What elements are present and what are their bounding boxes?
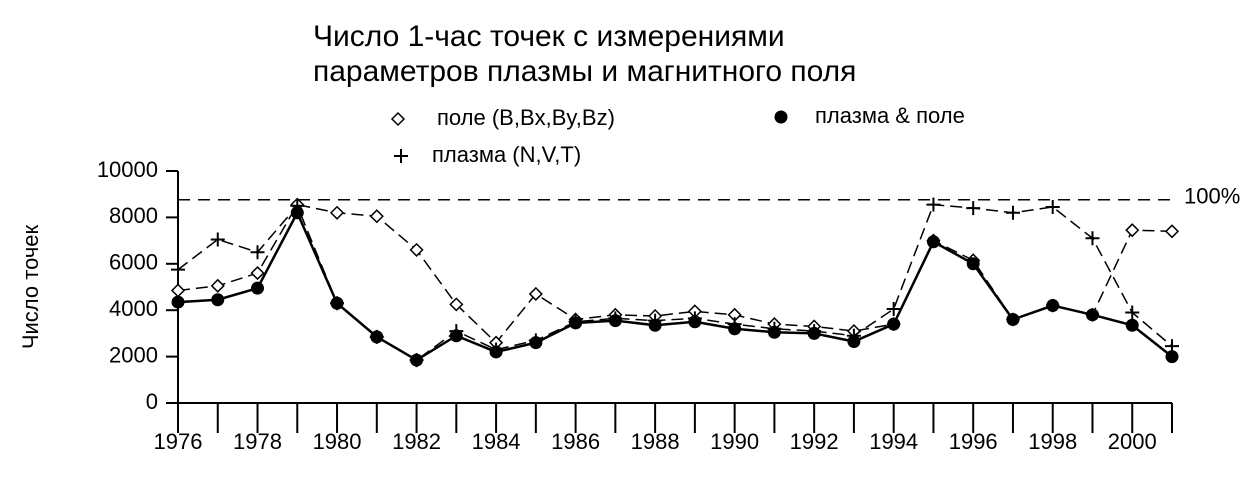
point — [330, 296, 344, 310]
x-tick-label: 2000 — [1108, 429, 1157, 454]
point — [409, 242, 424, 257]
point — [648, 318, 662, 332]
point — [449, 297, 464, 312]
point — [1006, 312, 1020, 326]
y-tick-label: 10000 — [97, 157, 158, 182]
point — [1085, 231, 1100, 246]
y-axis-label: Число точек — [18, 224, 43, 349]
point — [886, 302, 901, 317]
point — [410, 353, 424, 367]
point — [1164, 224, 1180, 239]
point — [370, 330, 384, 344]
point — [449, 329, 463, 343]
y-tick-label: 8000 — [109, 203, 158, 228]
chart-title: Число 1-час точек с измерениями — [313, 20, 785, 53]
x-tick-label: 1984 — [472, 429, 521, 454]
point — [966, 257, 980, 271]
point — [767, 325, 781, 339]
y-tick-label: 2000 — [109, 342, 158, 367]
point — [290, 206, 304, 220]
point — [807, 326, 821, 340]
point — [1046, 299, 1060, 313]
point — [1125, 305, 1140, 320]
point — [1005, 205, 1020, 220]
point — [1085, 308, 1099, 322]
x-tick-label: 1980 — [313, 429, 362, 454]
point — [171, 295, 185, 309]
point — [688, 315, 702, 329]
point — [170, 283, 186, 298]
point — [728, 322, 742, 336]
reference-label: 100% — [1184, 184, 1240, 209]
x-tick-label: 1988 — [631, 429, 680, 454]
series-line — [177, 209, 1173, 362]
point — [926, 235, 940, 249]
y-tick-label: 0 — [146, 389, 158, 414]
x-tick-label: 1978 — [233, 429, 282, 454]
series-line — [177, 203, 1173, 344]
point — [1125, 223, 1140, 238]
x-tick-label: 1982 — [392, 429, 441, 454]
point — [1045, 199, 1060, 214]
point — [887, 317, 901, 331]
point — [608, 314, 622, 328]
point — [210, 232, 225, 247]
point — [966, 201, 981, 216]
point — [529, 336, 543, 350]
legend-label: плазма (N,V,T) — [432, 142, 581, 167]
point — [569, 316, 583, 330]
point — [369, 209, 384, 224]
point — [528, 286, 543, 302]
point — [329, 205, 345, 220]
legend-label: плазма & поле — [815, 103, 965, 128]
point — [251, 281, 265, 295]
x-tick-label: 1990 — [710, 429, 759, 454]
point — [211, 293, 225, 307]
point — [250, 266, 265, 281]
point — [250, 245, 265, 260]
y-tick-label: 4000 — [109, 296, 158, 321]
y-tick-label: 6000 — [109, 250, 158, 275]
legend-label: поле (B,Bx,By,Bz) — [437, 105, 615, 130]
legend-marker — [390, 111, 406, 127]
point — [489, 345, 503, 359]
x-tick-label: 1996 — [949, 429, 998, 454]
point — [847, 335, 861, 349]
point — [1125, 318, 1139, 332]
point — [1165, 350, 1179, 364]
point — [171, 262, 185, 277]
point — [926, 197, 941, 212]
legend-marker — [774, 110, 788, 124]
x-tick-label: 1976 — [154, 429, 203, 454]
x-tick-label: 1998 — [1028, 429, 1077, 454]
chart-title: параметров плазмы и магнитного поля — [313, 55, 856, 88]
x-tick-label: 1992 — [790, 429, 839, 454]
point — [210, 278, 225, 293]
x-tick-label: 1986 — [551, 429, 600, 454]
x-tick-label: 1994 — [869, 429, 918, 454]
legend-marker — [394, 149, 408, 163]
